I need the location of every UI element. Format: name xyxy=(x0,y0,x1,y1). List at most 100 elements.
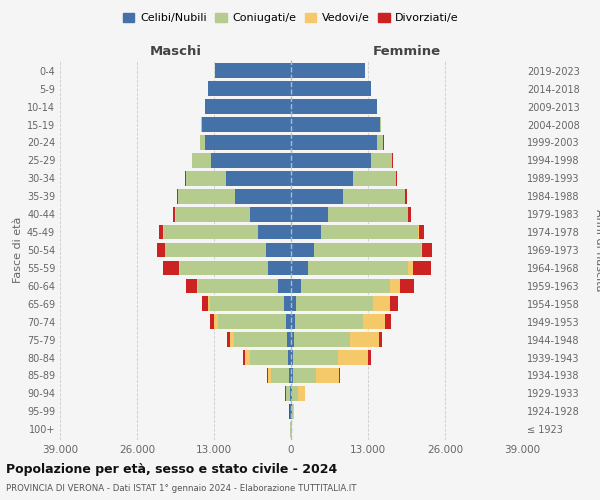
Bar xyxy=(377,135,383,150)
Bar xyxy=(176,207,250,222)
Bar xyxy=(205,135,291,150)
Bar xyxy=(250,350,288,365)
Y-axis label: Anni di nascita: Anni di nascita xyxy=(593,209,600,291)
Bar xyxy=(250,207,291,222)
Bar xyxy=(245,350,250,365)
Bar xyxy=(286,314,291,329)
Bar xyxy=(185,171,226,186)
Bar xyxy=(373,296,389,311)
Bar xyxy=(379,332,382,347)
Bar xyxy=(294,332,350,347)
Legend: Celibi/Nubili, Coniugati/e, Vedovi/e, Divorziati/e: Celibi/Nubili, Coniugati/e, Vedovi/e, Di… xyxy=(119,8,463,28)
Bar xyxy=(291,350,293,365)
Bar xyxy=(227,332,230,347)
Bar xyxy=(244,350,245,365)
Bar xyxy=(218,314,286,329)
Bar xyxy=(208,296,211,311)
Bar xyxy=(291,207,328,222)
Bar xyxy=(298,386,305,400)
Bar xyxy=(163,260,179,276)
Bar xyxy=(173,207,175,222)
Bar xyxy=(291,296,296,311)
Bar xyxy=(316,368,339,383)
Bar xyxy=(291,100,377,114)
Bar xyxy=(200,135,205,150)
Bar xyxy=(363,314,385,329)
Bar xyxy=(338,350,368,365)
Bar xyxy=(408,260,413,276)
Bar xyxy=(371,153,392,168)
Bar xyxy=(284,296,291,311)
Text: Popolazione per età, sesso e stato civile - 2024: Popolazione per età, sesso e stato civil… xyxy=(6,462,337,475)
Bar xyxy=(406,189,407,204)
Bar xyxy=(259,224,291,240)
Bar xyxy=(235,189,291,204)
Bar xyxy=(418,224,419,240)
Bar xyxy=(198,278,278,293)
Bar xyxy=(291,386,292,400)
Bar xyxy=(202,296,208,311)
Bar xyxy=(339,368,340,383)
Bar xyxy=(291,82,371,96)
Bar xyxy=(291,117,380,132)
Bar xyxy=(301,278,390,293)
Bar xyxy=(268,260,291,276)
Bar xyxy=(291,368,293,383)
Bar xyxy=(288,350,291,365)
Bar xyxy=(205,100,291,114)
Bar xyxy=(214,314,218,329)
Y-axis label: Fasce di età: Fasce di età xyxy=(13,217,23,283)
Bar xyxy=(287,332,291,347)
Bar xyxy=(291,260,308,276)
Bar xyxy=(343,189,406,204)
Bar xyxy=(421,242,422,258)
Bar xyxy=(396,171,397,186)
Bar xyxy=(226,171,291,186)
Bar xyxy=(291,64,365,78)
Bar xyxy=(353,171,396,186)
Bar xyxy=(419,224,424,240)
Bar xyxy=(291,278,301,293)
Bar xyxy=(164,224,259,240)
Bar xyxy=(192,153,211,168)
Bar xyxy=(208,82,291,96)
Bar xyxy=(266,242,291,258)
Bar xyxy=(314,242,421,258)
Bar xyxy=(234,332,287,347)
Bar xyxy=(291,153,371,168)
Bar xyxy=(230,332,234,347)
Bar xyxy=(160,224,163,240)
Bar xyxy=(293,368,316,383)
Bar xyxy=(278,278,291,293)
Bar xyxy=(291,224,320,240)
Bar xyxy=(166,242,266,258)
Bar xyxy=(291,314,295,329)
Bar xyxy=(289,368,291,383)
Bar xyxy=(292,404,293,418)
Text: Maschi: Maschi xyxy=(149,45,202,58)
Bar xyxy=(291,404,292,418)
Bar xyxy=(389,296,398,311)
Bar xyxy=(157,242,165,258)
Bar xyxy=(308,260,408,276)
Bar xyxy=(320,224,418,240)
Bar xyxy=(368,350,371,365)
Bar xyxy=(291,189,343,204)
Bar xyxy=(413,260,431,276)
Bar xyxy=(290,404,291,418)
Bar xyxy=(380,117,381,132)
Bar xyxy=(385,314,391,329)
Bar xyxy=(211,153,291,168)
Bar xyxy=(197,278,198,293)
Bar xyxy=(268,368,271,383)
Bar xyxy=(295,314,363,329)
Bar xyxy=(185,278,197,293)
Bar xyxy=(291,242,314,258)
Bar xyxy=(292,386,298,400)
Bar xyxy=(422,242,432,258)
Bar xyxy=(202,117,291,132)
Bar xyxy=(293,404,294,418)
Text: PROVINCIA DI VERONA - Dati ISTAT 1° gennaio 2024 - Elaborazione TUTTITALIA.IT: PROVINCIA DI VERONA - Dati ISTAT 1° genn… xyxy=(6,484,356,493)
Bar xyxy=(328,207,407,222)
Bar xyxy=(390,278,400,293)
